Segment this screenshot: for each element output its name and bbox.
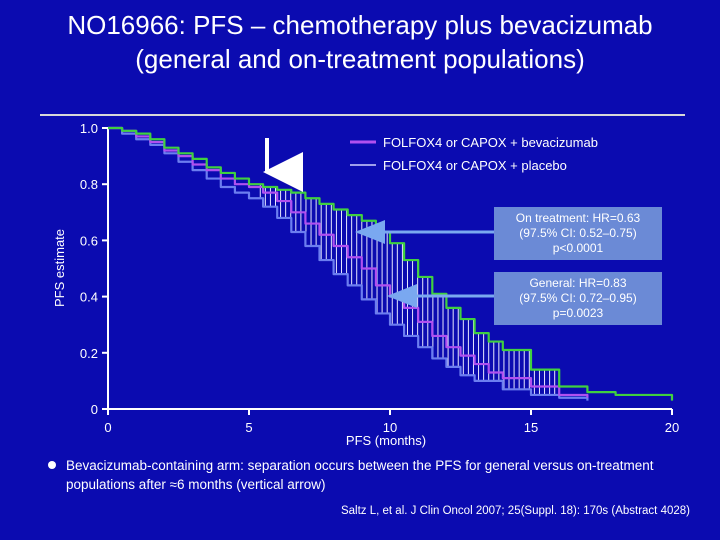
legend-label-bevacizumab: FOLFOX4 or CAPOX + bevacizumab <box>383 135 598 150</box>
general-ci-line: (97.5% CI: 0.72–0.95) <box>519 291 637 305</box>
series-line-bevacizumab-on-treatment <box>108 126 674 401</box>
title-divider <box>40 114 685 116</box>
series-line-bevacizumab-general <box>108 126 589 398</box>
y-tick-label: 0.8 <box>80 177 98 192</box>
chart-axes: 0 0.2 0.4 0.6 0.8 1.0 0 5 10 15 20 PFS (months) PFS … <box>52 121 679 448</box>
x-axis-title: PFS (months) <box>346 433 426 448</box>
bullet-dot-icon <box>48 461 56 469</box>
chart-arrows <box>263 138 494 308</box>
y-tick-label: 0.6 <box>80 233 98 248</box>
legend-label-placebo: FOLFOX4 or CAPOX + placebo <box>383 158 567 173</box>
general-p-line: p=0.0023 <box>552 306 604 320</box>
x-tick-label: 10 <box>383 420 397 435</box>
bullet-text: Bevacizumab-containing arm: separation o… <box>66 458 654 492</box>
citation: Saltz L, et al. J Clin Oncol 2007; 25(Su… <box>340 505 690 517</box>
chart-series <box>108 126 674 401</box>
x-tick-label: 0 <box>104 420 111 435</box>
on-treatment-p-line: p<0.0001 <box>552 241 604 255</box>
y-tick-label: 0.4 <box>80 290 98 305</box>
on-treatment-hr-box: On treatment: HR=0.63 (97.5% CI: 0.52–0.… <box>494 207 662 260</box>
general-hr-line: General: HR=0.83 <box>529 276 627 290</box>
x-tick-label: 15 <box>524 420 538 435</box>
x-tick-label: 20 <box>665 420 679 435</box>
y-tick-label: 0 <box>91 402 98 417</box>
slide-title: NO16966: PFS – chemotherapy plus bevaciz… <box>67 10 653 74</box>
series-line-placebo <box>108 126 589 401</box>
y-tick-label: 0.2 <box>80 346 98 361</box>
y-tick-label: 1.0 <box>80 121 98 136</box>
y-axis-title: PFS estimate <box>52 229 67 307</box>
on-treatment-hr-line: On treatment: HR=0.63 <box>515 211 641 225</box>
chart-legend: FOLFOX4 or CAPOX + bevacizumab FOLFOX4 or… <box>350 135 598 173</box>
x-tick-label: 5 <box>245 420 252 435</box>
general-hr-box: General: HR=0.83 (97.5% CI: 0.72–0.95) p… <box>494 272 662 325</box>
on-treatment-ci-line: (97.5% CI: 0.52–0.75) <box>519 226 637 240</box>
